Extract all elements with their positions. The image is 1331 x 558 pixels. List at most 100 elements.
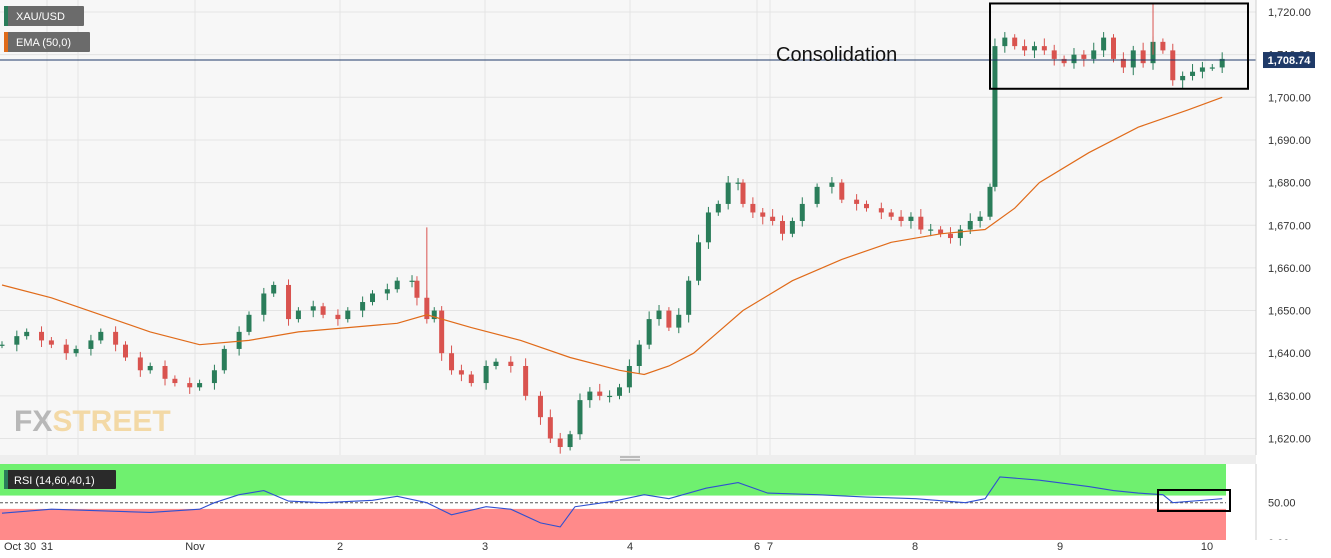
candle-body xyxy=(918,216,924,230)
candle-body xyxy=(197,383,203,388)
candle-body xyxy=(523,365,529,396)
candle-body xyxy=(320,306,326,315)
price-tick-label: 1,720.00 xyxy=(1268,7,1311,19)
candle-body xyxy=(646,319,652,345)
legend-ema[interactable]: EMA (50,0) xyxy=(4,32,90,52)
candle-body xyxy=(1180,75,1186,81)
legend-swatch-ema xyxy=(4,32,8,52)
candle-body xyxy=(39,331,45,341)
candle-body xyxy=(48,340,54,345)
price-tick-label: 1,640.00 xyxy=(1268,348,1311,360)
candle-body xyxy=(162,365,168,379)
candle-body xyxy=(567,434,573,448)
candle-body xyxy=(1091,50,1097,59)
time-tick-label: 6 xyxy=(754,541,760,553)
candle-body xyxy=(449,353,455,371)
candle-body xyxy=(992,46,998,187)
candle-body xyxy=(1120,58,1126,68)
watermark: FXSTREET xyxy=(14,405,171,438)
price-tick-label: 1,680.00 xyxy=(1268,178,1311,190)
candle-body xyxy=(854,199,860,204)
candle-body xyxy=(431,310,437,320)
candle-body xyxy=(799,203,805,221)
legend-label-rsi: RSI (14,60,40,1) xyxy=(14,475,95,487)
candle-body xyxy=(938,229,944,234)
candle-body xyxy=(295,310,301,320)
candle-body xyxy=(1022,46,1028,51)
time-tick-label: 31 xyxy=(41,541,53,553)
candle-body xyxy=(172,378,178,384)
candle-body xyxy=(345,310,351,320)
last-price-value: 1,708.74 xyxy=(1268,55,1312,67)
candle-body xyxy=(750,203,756,213)
price-tick-label: 1,620.00 xyxy=(1268,434,1311,446)
candle-body xyxy=(597,391,603,396)
candle-body xyxy=(1051,50,1057,59)
candle-body xyxy=(770,216,776,221)
time-axis-ticks: Oct 30 31 Nov 2 3 4 6 7 8 9 10 xyxy=(4,541,1213,553)
candle-body xyxy=(271,284,277,294)
candle-body xyxy=(1140,50,1146,64)
candle-body xyxy=(221,348,227,371)
candle-body xyxy=(73,348,79,354)
candle-body xyxy=(468,374,474,384)
candle-body xyxy=(789,220,795,234)
candle-body xyxy=(88,340,94,349)
candle-body xyxy=(508,361,514,366)
price-tick-label: 1,670.00 xyxy=(1268,220,1311,232)
candle-body xyxy=(977,216,983,221)
candle-body xyxy=(839,182,845,200)
candle-body xyxy=(310,306,316,311)
candle-body xyxy=(814,186,820,204)
candle-body xyxy=(725,182,731,204)
candle-body xyxy=(493,361,499,366)
rsi-tick-label: 50.00 xyxy=(1268,498,1296,510)
rsi-line xyxy=(1,476,1223,528)
price-tick-label: 1,660.00 xyxy=(1268,263,1311,275)
time-tick-label: 2 xyxy=(337,541,343,553)
candle-body xyxy=(483,365,489,384)
legend-label-xauusd: XAU/USD xyxy=(16,11,65,23)
time-tick-label: 3 xyxy=(482,541,488,553)
legend-xauusd[interactable]: XAU/USD xyxy=(4,6,84,26)
candle-body xyxy=(898,216,904,221)
candle-body xyxy=(1130,50,1136,68)
time-tick-label: 10 xyxy=(1201,541,1213,553)
candle-body xyxy=(1219,58,1225,68)
candle-body xyxy=(987,186,993,217)
candle-body xyxy=(878,208,884,213)
candle-body xyxy=(666,310,672,328)
candle-body xyxy=(414,280,420,298)
candle-body xyxy=(370,293,375,303)
candle-body xyxy=(246,314,252,332)
candle-body xyxy=(1041,46,1047,51)
candle-body xyxy=(547,417,553,439)
candle-body xyxy=(656,310,662,320)
rsi-axis-bg xyxy=(1256,464,1331,540)
candle-body xyxy=(696,242,702,281)
candle-body xyxy=(908,216,914,221)
price-axis-bg xyxy=(1256,0,1331,455)
price-tick-label: 1,690.00 xyxy=(1268,135,1311,147)
pane-resize-handle[interactable] xyxy=(620,456,640,461)
legend-swatch-rsi xyxy=(4,470,8,489)
candle-body xyxy=(607,395,613,398)
candlestick-series xyxy=(0,3,1225,454)
time-tick-label: 30 xyxy=(24,541,36,553)
candle-body xyxy=(947,233,953,239)
legend-rsi[interactable]: RSI (14,60,40,1) xyxy=(4,470,116,489)
candle-body xyxy=(864,203,869,209)
candle-body xyxy=(409,280,415,282)
candle-body xyxy=(394,280,400,290)
candle-body xyxy=(577,400,583,435)
candle-body xyxy=(1061,58,1067,64)
time-tick-label: 9 xyxy=(1057,541,1063,553)
candle-body xyxy=(1101,37,1107,51)
candle-body xyxy=(113,331,119,345)
candle-body xyxy=(740,182,746,204)
candle-body xyxy=(236,331,242,349)
candle-body xyxy=(617,387,622,396)
consolidation-label: Consolidation xyxy=(776,44,897,66)
rsi-highlight-box xyxy=(1157,489,1231,512)
